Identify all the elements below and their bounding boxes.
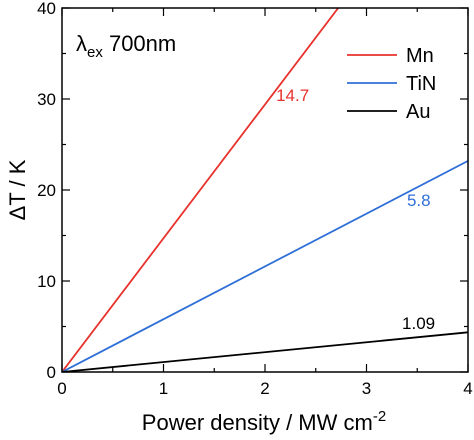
y-axis: 0 10 20 30 40 [37,0,468,382]
series-layer [62,8,468,372]
slope-label-tin: 5.8 [407,191,431,210]
x-tick-label: 3 [362,379,371,398]
slope-label-mn: 14.7 [276,86,309,105]
slope-label-au: 1.09 [402,314,435,333]
annotation-symbol: λ [76,31,87,56]
legend-label-tin: TiN [406,73,436,95]
x-tick-label: 2 [260,379,269,398]
legend: Mn TiN Au [347,45,436,123]
y-tick-label: 0 [47,363,56,382]
series-line-mn [62,8,340,372]
x-axis: 0 1 2 3 4 [57,8,473,398]
annotation-text: 700nm [103,31,176,56]
series-line-au [62,331,468,372]
x-axis-title-text: Power density / MW cm [142,410,373,435]
y-tick-label: 30 [37,90,56,109]
y-tick-label: 10 [37,272,56,291]
x-tick-label: 4 [463,379,472,398]
legend-label-mn: Mn [406,45,434,67]
y-tick-label: 40 [37,0,56,18]
slope-labels: 14.7 5.8 1.09 [276,86,435,333]
y-tick-label: 20 [37,181,56,200]
x-axis-title-superscript: -2 [373,408,386,425]
x-tick-label: 1 [159,379,168,398]
legend-label-au: Au [406,101,430,123]
x-tick-label: 0 [57,379,66,398]
annotation-subscript: ex [87,44,103,61]
x-axis-title: Power density / MW cm-2 [142,408,386,435]
annotation-wavelength: λex 700nm [76,31,176,61]
series-line-tin [62,160,468,372]
y-axis-title: ΔT / K [5,159,30,220]
